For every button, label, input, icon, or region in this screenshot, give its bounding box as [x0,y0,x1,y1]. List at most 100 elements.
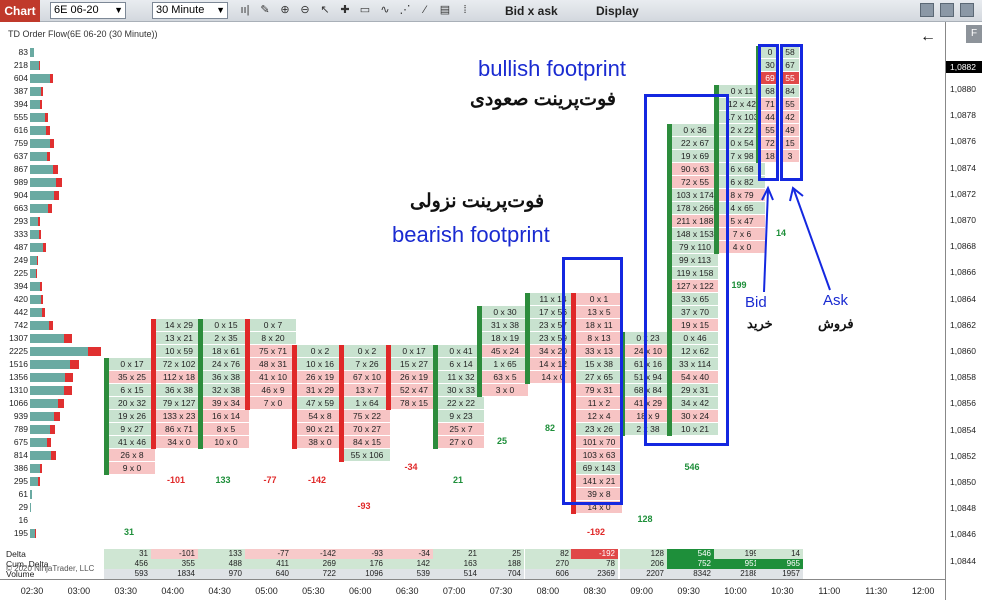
volume-profile-bar-red [42,308,45,317]
footprint-body-bar [292,345,297,449]
volume-profile-bar [30,425,55,434]
footprint-cell: 0 x 2 [297,345,343,357]
zoom-out-icon[interactable]: ⊖ [300,4,310,16]
cum-cell: 752 [667,559,714,569]
footprint-cell: 16 x 14 [203,410,249,422]
volume-profile-label: 16 [18,515,28,525]
footprint-cell: 11 x 2 [576,397,622,409]
footprint-cell: 5 x 47 [719,215,765,227]
footprint-cell: 148 x 153 [672,228,718,240]
properties-icon[interactable]: ▭ [359,4,371,16]
side-panel-toggle[interactable]: F [966,25,982,43]
back-arrow-icon[interactable]: ← [920,28,936,45]
volume-profile-bar-green [30,282,40,291]
vol-cell: 8342 [667,569,714,579]
volume-profile-bar [30,295,43,304]
vol-cell: 539 [386,569,433,579]
volume-profile-bar-green [30,178,56,187]
delta-cell: -34 [386,549,433,559]
crosshair-icon[interactable]: ✚ [340,4,350,16]
footprint-cell: 84 x 15 [344,436,390,448]
vol-cell: 606 [525,569,572,579]
volume-profile-bar-green [30,490,32,499]
price-axis[interactable]: 1,0880 1,0878 1,0876 1,0874 1,0872 1,0870 1,08… [945,22,982,600]
volume-profile-bar-red [41,295,43,304]
footprint-cell: 6 x 14 [438,358,484,370]
templates-icon[interactable]: ▤ [439,4,451,16]
volume-profile-bar [30,256,38,265]
volume-profile-bar [30,269,37,278]
time-tick-label: 05:00 [255,586,278,596]
bar-type-icon[interactable]: ıı| [240,4,250,16]
footprint-cell: 22 x 22 [438,397,484,409]
interval-selector[interactable]: 30 Minute ▼ [152,2,228,19]
volume-profile-bar-green [30,464,40,473]
interval-value: 30 Minute [156,4,205,16]
volume-profile-row: 867 [0,163,120,175]
footprint-cell: 119 x 158 [672,267,718,279]
volume-profile-label: 867 [13,164,28,174]
footprint-cell: 10 x 0 [203,436,249,448]
footprint-cell: 34 x 42 [672,397,718,409]
drawing-tools-icon[interactable]: ⁄ [424,4,426,16]
volume-profile-bar [30,477,40,486]
volume-profile-row: 195 [0,527,120,539]
delta-cell: 25 [477,549,524,559]
volume-profile-bar-red [88,347,101,356]
volume-profile-bar-red [50,139,54,148]
footprint-cell: 48 x 31 [250,358,296,370]
volume-profile-bar-red [50,74,53,83]
footprint-cell: 26 x 19 [391,371,437,383]
volume-profile-bar [30,126,50,135]
delta-row-label: Delta [6,549,26,559]
footprint-cell: 72 x 102 [156,358,202,370]
footprint-cell: 7 x 6 [719,228,765,240]
chart-panel[interactable]: TD Order Flow(6E 06-20 (30 Minute)) ← F … [0,22,982,600]
volume-profile-label: 195 [13,528,28,538]
footprint-cell: 29 x 31 [672,384,718,396]
zoom-in-icon[interactable]: ⊕ [280,4,290,16]
footprint-cell: 78 x 15 [391,397,437,409]
time-axis[interactable]: 02:30 03:00 03:30 04:00 04:30 05:00 05:30 06:00… [0,579,945,600]
volume-profile-bar-red [46,126,50,135]
volume-profile-row: 2225 [0,345,120,357]
footprint-cell: 33 x 65 [672,293,718,305]
footprint-cell: 0 x 23 [625,332,671,344]
footprint-cell: 0 x 54 [719,137,765,149]
volume-profile-label: 1310 [9,385,28,395]
footprint-body-bar [198,319,203,449]
delta-cell: 133 [198,549,245,559]
footprint-cell: 69 x 143 [576,462,622,474]
time-tick-label: 04:30 [208,586,231,596]
volume-profile-bar [30,113,48,122]
cum-cell: 269 [292,559,339,569]
volume-profile-label: 225 [13,268,28,278]
volume-profile-bar-red [39,230,41,239]
volume-profile-bar [30,61,40,70]
cum-cell: 206 [620,559,667,569]
cursor-icon[interactable]: ↖ [320,4,330,16]
footprint-cell: 6 x 15 [109,384,155,396]
display-button[interactable]: Display [596,4,639,18]
close-button[interactable] [960,3,974,17]
volume-profile-label: 1356 [9,372,28,382]
volume-profile-bar-red [50,425,55,434]
pencil-icon[interactable]: ✎ [260,4,270,16]
bar-delta-label: 21 [452,475,463,485]
ask-arrow-head [789,186,804,202]
bid-ask-button[interactable]: Bid x ask [505,4,558,18]
time-tick-label: 10:30 [771,586,794,596]
indicators-icon[interactable]: ∿ [380,4,390,16]
maximize-button[interactable] [940,3,954,17]
bid-cell: 69 [761,72,779,84]
footprint-cell: 18 x 9 [625,410,671,422]
footprint-cell: 90 x 21 [297,423,343,435]
volume-profile-label: 420 [13,294,28,304]
chart-tab[interactable]: Chart [0,0,40,22]
strategies-icon[interactable]: ⋰ [399,4,411,16]
minimize-button[interactable] [920,3,934,17]
grid-icon[interactable]: ⁞ [463,4,467,16]
price-tick-label: 1,0854 [950,424,976,435]
cum-cell: 163 [433,559,480,569]
instrument-selector[interactable]: 6E 06-20 ▼ [50,2,126,19]
